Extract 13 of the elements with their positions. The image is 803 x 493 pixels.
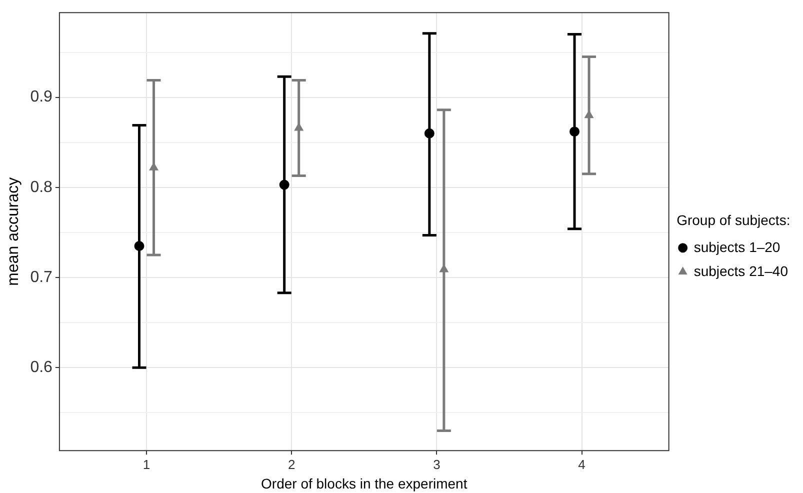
x-axis-title: Order of blocks in the experiment bbox=[261, 475, 468, 492]
y-axis-title: mean accuracy bbox=[5, 177, 22, 286]
legend-label: subjects 21–40 bbox=[694, 262, 788, 279]
legend-title: Group of subjects: bbox=[676, 212, 790, 228]
y-tick-label: 0.9 bbox=[30, 88, 53, 106]
x-tick-label: 3 bbox=[433, 456, 440, 472]
y-tick-label: 0.8 bbox=[30, 178, 53, 196]
y-tick-label: 0.6 bbox=[30, 359, 53, 376]
x-tick-label: 2 bbox=[288, 456, 296, 472]
x-tick-label: 4 bbox=[578, 456, 586, 472]
x-tick-label: 1 bbox=[142, 456, 150, 472]
y-tick-label: 0.7 bbox=[30, 268, 53, 286]
legend-label: subjects 1–20 bbox=[694, 238, 780, 255]
